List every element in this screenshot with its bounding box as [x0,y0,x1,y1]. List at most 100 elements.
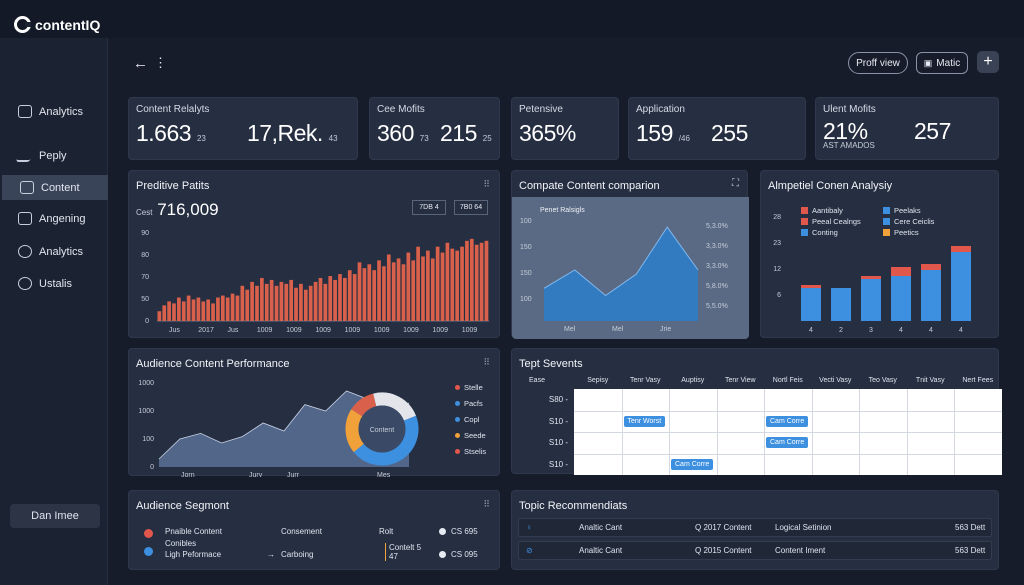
column-header: Ease [529,377,545,384]
bar [308,285,313,321]
bar [352,274,357,321]
y-tick-label-right: 5,5.0% [706,303,728,310]
event-tag[interactable]: Tenr Worst [623,415,666,427]
x-tick-label: Jorn [181,472,195,477]
bar [921,264,941,270]
donut-slice [345,409,365,453]
bar [235,295,240,321]
range-button-2[interactable]: 7B0 64 [454,200,488,215]
legend-swatch [883,229,890,236]
legend-label: Stselis [464,447,487,456]
topic-name2: Content Iment [775,546,826,555]
sidebar-bottom-button[interactable]: Dan Imee [10,504,100,528]
bar [216,297,220,321]
drag-handle-icon[interactable]: ⠿ [483,499,491,509]
x-tick-label: Jus [228,327,239,334]
bar [191,299,196,321]
topic-row[interactable]: ♀ Analtic Cant Q 2017 Content Logical Se… [518,518,992,537]
analysis-card: Almpetiel Conen Analysiy Aantibaly Peeal … [760,170,999,338]
x-tick-label: 1009 [345,327,361,334]
bar [801,288,821,321]
column-header: Teo Vasy [868,377,897,384]
bar [264,283,269,321]
sidebar-item-angening[interactable]: Angening [0,206,108,231]
bar [450,248,455,321]
area-fill [544,227,698,321]
range-button-1[interactable]: 7DB 4 [412,200,446,215]
y-tick-label: 100 [520,218,532,225]
legend-item: Aantibaly [801,206,843,215]
event-tag[interactable]: Cam Corre [671,458,714,470]
add-button[interactable]: + [977,51,999,73]
y-tick-label: 0 [150,464,154,471]
topic-row[interactable]: ⊘ Analtic Cant Q 2015 Content Content Im… [518,541,992,560]
segment-col2: Carboing [281,550,314,559]
sidebar-item-content[interactable]: Content [2,175,108,200]
y-tick-label: 80 [141,252,149,259]
drag-handle-icon[interactable]: ⠿ [483,357,491,367]
topic-recommendations-card: Topic Recommendiats ♀ Analtic Cant Q 201… [511,490,999,570]
row-label: S10 - [548,459,568,469]
legend-swatch [801,218,808,225]
topic-value: 563 Dett [955,546,986,555]
x-tick-label: 1009 [374,327,390,334]
y-tick-label: 0 [145,318,149,325]
metric-button-label: Matic [936,57,961,69]
column-header: Nortl Feis [772,377,803,384]
y-tick-label: 70 [141,274,149,281]
bar [172,303,176,321]
kpi-value-sub: 43 [328,134,338,143]
gear-icon [18,277,32,290]
bar [220,295,225,321]
performance-chart: 0 100 1000 1000 Jorn Jury Jurr Mes Content [138,380,419,477]
report-icon [18,105,32,118]
kpi-label: Cee Mofits [377,104,425,115]
y-tick-label: 6 [777,292,781,299]
more-icon[interactable]: ⋮ [154,55,167,70]
y-tick-label: 90 [141,230,149,237]
kpi-card-4: Application 159 /46 255 [628,97,806,160]
app-logo[interactable]: contentIQ [14,16,100,33]
sidebar-item-ustalis[interactable]: Ustalis [0,271,108,296]
donut-slice [351,393,377,417]
kpi-value-main: 360 [377,120,414,146]
legend-item: Seede [455,431,486,440]
bar [303,289,308,321]
bar [347,270,352,321]
donut-center [358,405,406,453]
back-arrow-icon[interactable]: ← [133,55,148,72]
bar [891,267,911,276]
x-tick-label: Mel [564,326,576,333]
y-tick-label: 150 [520,244,532,251]
x-tick-label: 4 [959,327,963,334]
segment-name: Pnaible Content [165,527,222,536]
sidebar-item-analytics-2[interactable]: Analytics [0,239,108,264]
bar [362,268,367,321]
event-tag[interactable]: Cam Corre [766,415,809,427]
legend-swatch [455,401,460,406]
drag-handle-icon[interactable]: ⠿ [483,179,491,189]
expand-icon[interactable]: ⛶ [732,178,739,189]
bar [274,285,279,321]
y-tick-label: 100 [142,436,154,443]
topic-q: Q 2015 Content [695,546,752,555]
segment-icon [144,547,153,556]
card-title: Preditive Patits [136,180,210,192]
row-label: S10 - [548,438,568,447]
topic-name2: Logical Setinion [775,523,832,532]
profile-view-button[interactable]: Proff view [848,52,908,74]
bar [951,246,971,252]
event-tag[interactable]: Cam Corre [766,437,809,448]
events-card: Tept Sevents Ease Sepisy Tenr Vasy Auptisy T… [511,348,1002,475]
bar [440,252,445,321]
bar [891,276,911,321]
x-tick-label: 2 [839,327,843,334]
legend-swatch [455,449,460,454]
sidebar-item-label: Peply [39,149,67,162]
segment-col4: CS 095 [451,550,478,559]
segment-col4: CS 695 [451,527,478,536]
metric-button[interactable]: ▣ Matic [916,52,968,74]
sidebar-item-analytics[interactable]: Analytics [0,99,108,124]
sidebar-item-peply[interactable]: Peply [0,143,108,168]
legend-swatch [883,218,890,225]
